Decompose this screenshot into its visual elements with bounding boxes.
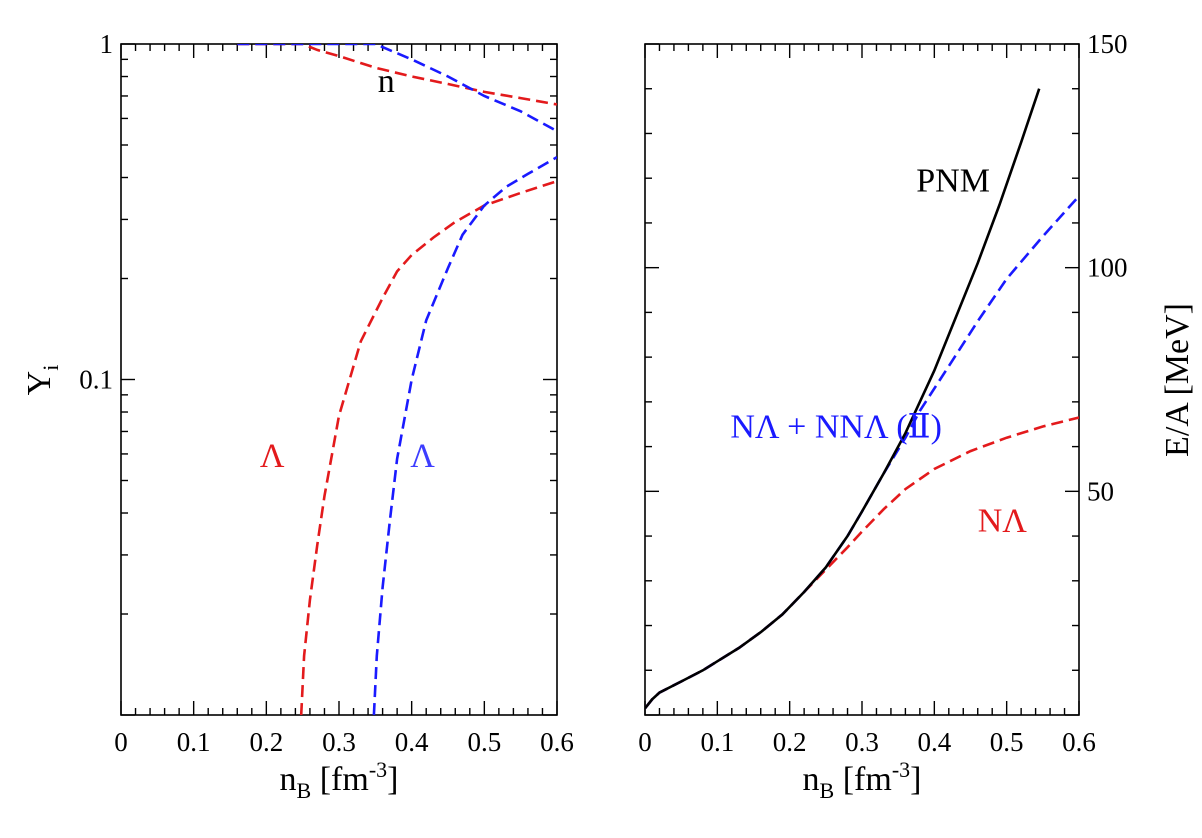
left-x-axis-label: nB [fm-3] [280, 757, 399, 803]
right-ticks [644, 43, 1080, 716]
left-annotation: Λ [410, 438, 435, 475]
left-y-axis-label: Yi [21, 365, 63, 396]
left-x-tick-label: 0.5 [467, 727, 501, 757]
right-annotation: NΛ [978, 503, 1028, 540]
right-x-tick-label: 0 [638, 727, 652, 757]
right-x-tick-label: 0.2 [773, 727, 807, 757]
left-series-n-red [237, 44, 557, 106]
left-x-tick-label: 0.4 [395, 727, 429, 757]
left-y-tick-labels: 10.1 [79, 29, 113, 395]
right-plot-frame [644, 43, 1080, 716]
right-series-n-lambda-nn-lambda [645, 195, 1079, 710]
left-ticks [120, 43, 558, 716]
right-x-tick-label: 0.3 [845, 727, 879, 757]
right-y-axis-label: E/A [MeV] [1159, 303, 1196, 457]
right-y-tick-labels: 50 100 150 [1087, 29, 1128, 506]
left-annotations: n Λ Λ [260, 63, 435, 475]
right-x-tick-label: 0.6 [1062, 727, 1096, 757]
right-curves [645, 88, 1079, 710]
left-plot-frame [120, 43, 558, 716]
right-x-tick-label: 0.1 [700, 727, 734, 757]
right-x-tick-label: 0.5 [990, 727, 1024, 757]
left-panel: 0 0.1 0.2 0.3 0.4 0.5 0.6 10.1 nΛ Λ nB [fm-3] Y… [21, 29, 574, 803]
right-series-pnm [645, 88, 1041, 710]
left-x-tick-labels: 0 0.1 0.2 0.3 0.4 0.5 0.6 [114, 727, 574, 757]
left-curves [237, 44, 557, 715]
right-annotations: PNM NΛ + NNΛ (Ⅱ) NΛ [730, 163, 1027, 540]
right-panel: 0 0.1 0.2 0.3 0.4 0.5 0.6 50 100 150 PNM NΛ + NNΛ… [638, 29, 1196, 803]
left-annotation: n [378, 63, 395, 100]
left-y-tick-label: 1 [100, 29, 114, 59]
right-y-tick-label: 50 [1087, 476, 1114, 506]
left-annotation: Λ [260, 438, 285, 475]
right-annotation: PNM [916, 163, 990, 200]
left-x-tick-label: 0.6 [540, 727, 574, 757]
right-x-tick-label: 0.4 [917, 727, 951, 757]
left-x-tick-label: 0.3 [322, 727, 356, 757]
left-x-tick-label: 0 [114, 727, 128, 757]
left-x-tick-label: 0.2 [249, 727, 283, 757]
right-y-tick-label: 100 [1087, 253, 1128, 283]
right-x-tick-labels: 0 0.1 0.2 0.3 0.4 0.5 0.6 [638, 727, 1096, 757]
left-y-tick-label: 0.1 [79, 365, 113, 395]
right-annotation: NΛ + NNΛ (Ⅱ) [730, 409, 942, 446]
left-series-lambda-red [299, 179, 557, 715]
left-series-n-blue [237, 44, 557, 133]
left-x-tick-label: 0.1 [177, 727, 211, 757]
left-series-lambda-blue [372, 155, 557, 715]
right-y-tick-label: 150 [1087, 29, 1128, 59]
right-x-axis-label: nB [fm-3] [803, 757, 922, 803]
